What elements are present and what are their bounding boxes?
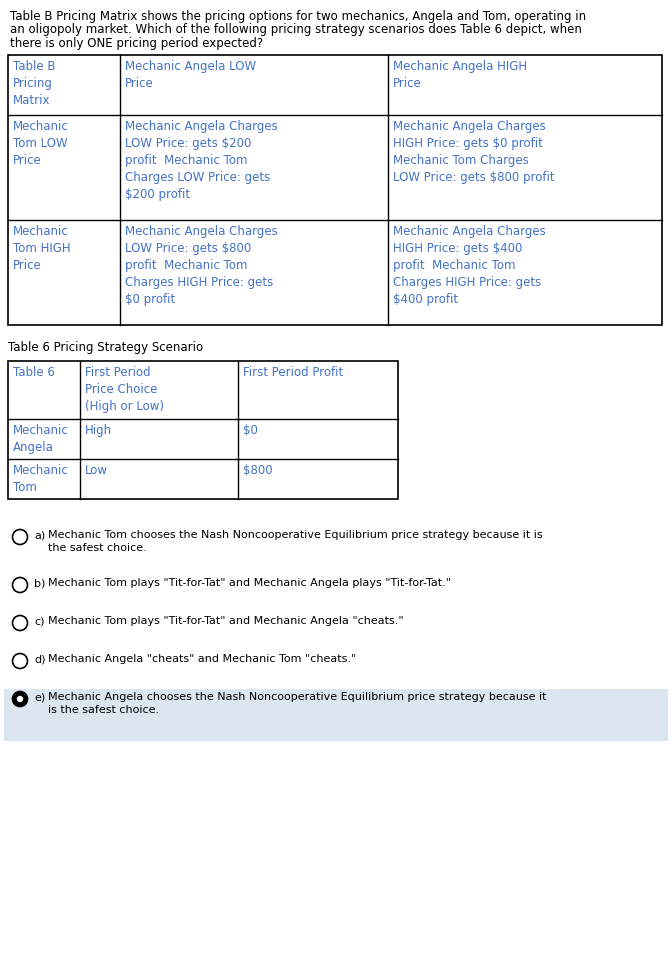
Text: there is only ONE pricing period expected?: there is only ONE pricing period expecte… [10,37,263,50]
Bar [4,689,668,741]
Text: b): b) [34,578,46,588]
Text: Mechanic Tom plays "Tit-for-Tat" and Mechanic Angela "cheats.": Mechanic Tom plays "Tit-for-Tat" and Mec… [48,616,404,626]
Text: Mechanic Angela LOW
Price: Mechanic Angela LOW Price [125,60,256,90]
Text: Table B Pricing Matrix shows the pricing options for two mechanics, Angela and T: Table B Pricing Matrix shows the pricing… [10,10,586,23]
Text: Mechanic Angela Charges
LOW Price: gets $200
profit  Mechanic Tom
Charges LOW Pr: Mechanic Angela Charges LOW Price: gets … [125,120,278,201]
Text: d): d) [34,654,46,664]
Text: Mechanic Angela Charges
LOW Price: gets $800
profit  Mechanic Tom
Charges HIGH P: Mechanic Angela Charges LOW Price: gets … [125,225,278,306]
Text: Mechanic
Tom: Mechanic Tom [13,464,69,494]
Circle shape [17,696,24,702]
Circle shape [13,530,28,544]
Text: High: High [85,424,112,437]
Text: Mechanic Angela chooses the Nash Noncooperative Equilibrium price strategy becau: Mechanic Angela chooses the Nash Noncoop… [48,692,546,715]
Bar [8,361,398,499]
Text: First Period Profit: First Period Profit [243,366,343,379]
Text: Mechanic
Angela: Mechanic Angela [13,424,69,454]
Text: Table 6 Pricing Strategy Scenario: Table 6 Pricing Strategy Scenario [8,341,203,354]
Text: Table 6: Table 6 [13,366,55,379]
Circle shape [13,692,28,706]
Text: $800: $800 [243,464,273,477]
Text: Mechanic
Tom HIGH
Price: Mechanic Tom HIGH Price [13,225,71,272]
Text: First Period
Price Choice
(High or Low): First Period Price Choice (High or Low) [85,366,164,413]
Text: Mechanic Angela Charges
HIGH Price: gets $400
profit  Mechanic Tom
Charges HIGH : Mechanic Angela Charges HIGH Price: gets… [393,225,546,306]
Circle shape [13,654,28,668]
Text: Table B
Pricing
Matrix: Table B Pricing Matrix [13,60,56,107]
Text: Mechanic Tom plays "Tit-for-Tat" and Mechanic Angela plays "Tit-for-Tat.": Mechanic Tom plays "Tit-for-Tat" and Mec… [48,578,451,588]
Circle shape [13,616,28,630]
Text: e): e) [34,692,45,702]
Text: Mechanic Angela "cheats" and Mechanic Tom "cheats.": Mechanic Angela "cheats" and Mechanic To… [48,654,356,664]
Text: Mechanic
Tom LOW
Price: Mechanic Tom LOW Price [13,120,69,167]
Text: Low: Low [85,464,108,477]
Text: c): c) [34,616,44,626]
Text: Mechanic Angela Charges
HIGH Price: gets $0 profit
Mechanic Tom Charges
LOW Pric: Mechanic Angela Charges HIGH Price: gets… [393,120,554,184]
Text: an oligopoly market. Which of the following pricing strategy scenarios does Tabl: an oligopoly market. Which of the follow… [10,23,582,36]
Text: Mechanic Tom chooses the Nash Noncooperative Equilibrium price strategy because : Mechanic Tom chooses the Nash Noncoopera… [48,530,542,553]
Text: Mechanic Angela HIGH
Price: Mechanic Angela HIGH Price [393,60,527,90]
Text: $0: $0 [243,424,258,437]
Text: a): a) [34,530,45,540]
Bar [8,55,662,325]
Circle shape [13,577,28,592]
